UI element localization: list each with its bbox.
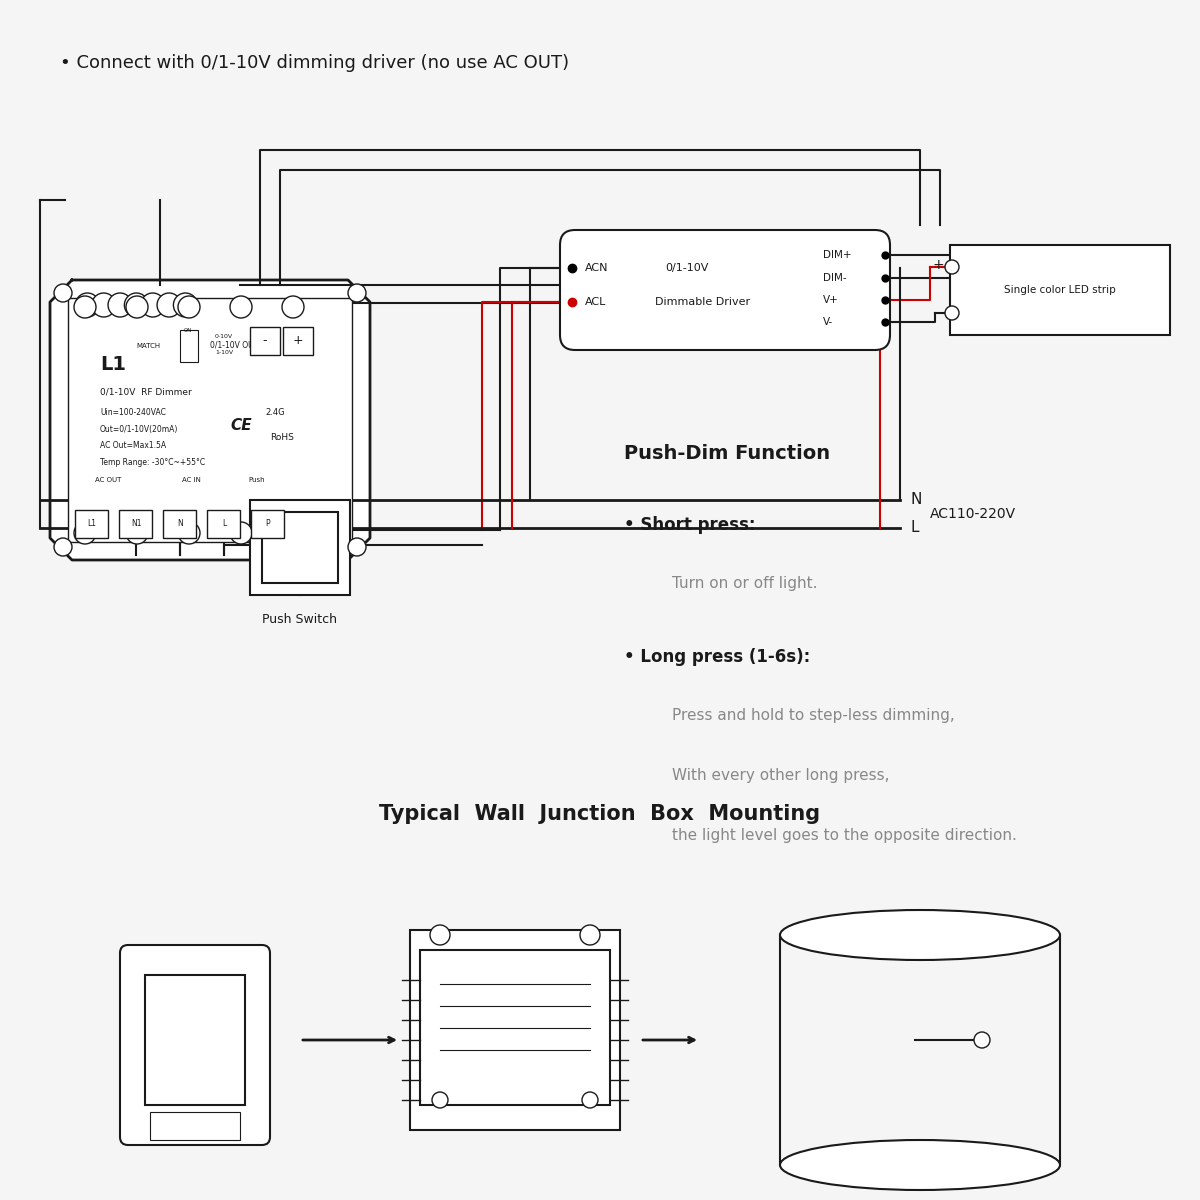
Bar — [76, 510, 108, 538]
Circle shape — [126, 296, 148, 318]
Text: L: L — [910, 521, 918, 535]
Text: Uin=100-240VAC: Uin=100-240VAC — [100, 408, 166, 416]
Circle shape — [282, 522, 304, 544]
Text: ON: ON — [184, 328, 192, 332]
Text: −: − — [932, 306, 944, 320]
Text: Temp Range: -30°C~+55°C: Temp Range: -30°C~+55°C — [100, 458, 205, 467]
Circle shape — [430, 925, 450, 946]
Text: CE: CE — [230, 418, 252, 433]
Text: Dimmable Driver: Dimmable Driver — [655, 298, 750, 307]
Bar — [150, 1112, 240, 1140]
Bar — [420, 950, 610, 1105]
Text: L1: L1 — [100, 355, 126, 374]
Circle shape — [174, 293, 197, 317]
Text: +: + — [932, 258, 944, 272]
Text: 1-10V: 1-10V — [215, 350, 233, 355]
Text: AC Out=Max1.5A: AC Out=Max1.5A — [100, 440, 166, 450]
Circle shape — [140, 293, 164, 317]
FancyBboxPatch shape — [120, 946, 270, 1145]
FancyBboxPatch shape — [560, 230, 890, 350]
Circle shape — [74, 296, 96, 318]
Text: Press and hold to step-less dimming,: Press and hold to step-less dimming, — [672, 708, 955, 722]
Text: AC IN: AC IN — [182, 476, 200, 482]
Circle shape — [348, 538, 366, 556]
Text: Out=0/1-10V(20mA): Out=0/1-10V(20mA) — [100, 425, 179, 434]
Bar — [410, 930, 620, 1130]
Bar — [250, 328, 280, 355]
Text: • Connect with 0/1-10V dimming driver (no use AC OUT): • Connect with 0/1-10V dimming driver (n… — [60, 54, 569, 72]
Ellipse shape — [780, 910, 1060, 960]
Bar — [68, 298, 352, 542]
Text: +: + — [293, 335, 304, 348]
Circle shape — [230, 522, 252, 544]
Circle shape — [580, 925, 600, 946]
Circle shape — [946, 306, 959, 320]
Bar — [262, 512, 338, 583]
Text: DIM+: DIM+ — [823, 250, 852, 260]
Circle shape — [582, 1092, 598, 1108]
Text: N: N — [178, 520, 182, 528]
Text: 0/1-10V: 0/1-10V — [665, 263, 708, 274]
Bar — [119, 510, 152, 538]
Circle shape — [974, 1032, 990, 1048]
Circle shape — [126, 522, 148, 544]
Text: Push: Push — [248, 476, 265, 482]
Circle shape — [125, 293, 149, 317]
Circle shape — [178, 522, 200, 544]
Polygon shape — [50, 280, 370, 560]
Text: Push-Dim Function: Push-Dim Function — [624, 444, 830, 463]
Text: DIM-: DIM- — [823, 272, 847, 283]
Circle shape — [432, 1092, 448, 1108]
Circle shape — [348, 284, 366, 302]
Text: V-: V- — [823, 317, 833, 328]
Text: MATCH: MATCH — [136, 343, 160, 349]
Text: 0/1-10V OUT: 0/1-10V OUT — [210, 341, 258, 350]
Circle shape — [76, 293, 100, 317]
Text: RoHS: RoHS — [270, 433, 294, 442]
Text: the light level goes to the opposite direction.: the light level goes to the opposite dir… — [672, 828, 1016, 842]
Bar — [283, 328, 313, 355]
Circle shape — [54, 538, 72, 556]
Circle shape — [91, 293, 115, 317]
Text: ACL: ACL — [586, 298, 606, 307]
Text: V+: V+ — [823, 295, 839, 305]
Circle shape — [946, 260, 959, 274]
Text: N: N — [910, 492, 922, 508]
Circle shape — [178, 296, 200, 318]
Text: Single color LED strip: Single color LED strip — [1004, 284, 1116, 295]
Bar — [180, 330, 198, 362]
Text: AC OUT: AC OUT — [95, 476, 121, 482]
Text: • Short press:: • Short press: — [624, 516, 756, 534]
Circle shape — [74, 522, 96, 544]
Text: With every other long press,: With every other long press, — [672, 768, 889, 782]
Text: ACN: ACN — [586, 263, 608, 274]
Circle shape — [157, 293, 181, 317]
Text: Turn on or off light.: Turn on or off light. — [672, 576, 817, 590]
Text: -: - — [263, 335, 268, 348]
Text: Typical  Wall  Junction  Box  Mounting: Typical Wall Junction Box Mounting — [379, 804, 821, 824]
Circle shape — [108, 293, 132, 317]
Text: P: P — [265, 520, 270, 528]
Text: L1: L1 — [88, 520, 96, 528]
Bar — [208, 510, 240, 538]
Ellipse shape — [780, 1140, 1060, 1190]
Text: 2.4G: 2.4G — [265, 408, 284, 416]
Bar — [163, 510, 196, 538]
Bar — [950, 245, 1170, 335]
Text: 0-10V: 0-10V — [215, 334, 233, 340]
Text: L: L — [222, 520, 226, 528]
Bar — [251, 510, 284, 538]
Circle shape — [282, 296, 304, 318]
Circle shape — [54, 284, 72, 302]
Text: N1: N1 — [131, 520, 142, 528]
Text: 0/1-10V  RF Dimmer: 0/1-10V RF Dimmer — [100, 388, 192, 397]
Circle shape — [230, 296, 252, 318]
Text: • Long press (1-6s):: • Long press (1-6s): — [624, 648, 810, 666]
Bar — [250, 500, 350, 595]
Bar — [145, 974, 245, 1105]
Text: Push Switch: Push Switch — [263, 613, 337, 626]
Text: AC110-220V: AC110-220V — [930, 506, 1016, 521]
